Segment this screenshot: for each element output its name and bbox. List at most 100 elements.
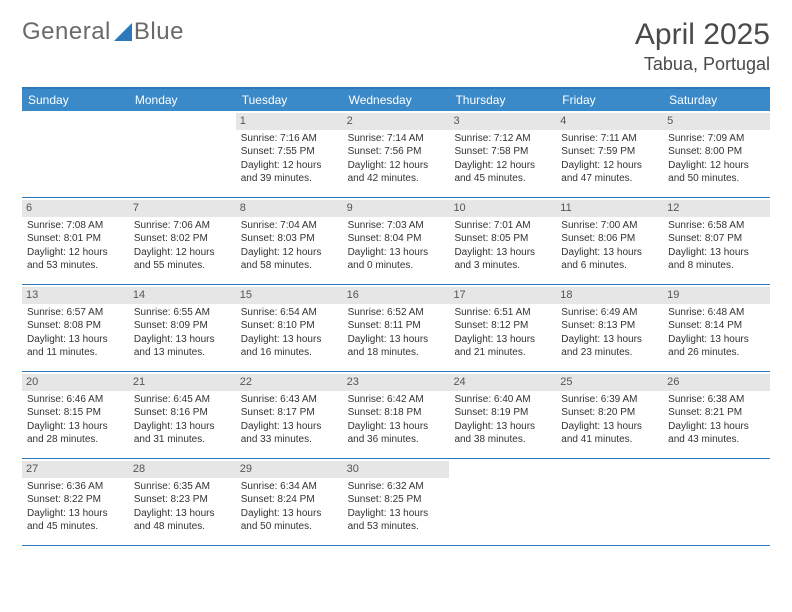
day-cell: 16Sunrise: 6:52 AMSunset: 8:11 PMDayligh… (343, 285, 450, 371)
sunset-text: Sunset: 8:03 PM (241, 232, 338, 246)
day-info: Sunrise: 7:08 AMSunset: 8:01 PMDaylight:… (26, 219, 125, 273)
sunrise-text: Sunrise: 6:40 AM (454, 393, 551, 407)
sunrise-text: Sunrise: 6:48 AM (668, 306, 765, 320)
day-cell (22, 111, 129, 197)
day-info: Sunrise: 6:38 AMSunset: 8:21 PMDaylight:… (667, 393, 766, 447)
day-info: Sunrise: 6:39 AMSunset: 8:20 PMDaylight:… (560, 393, 659, 447)
day-info: Sunrise: 7:14 AMSunset: 7:56 PMDaylight:… (347, 132, 446, 186)
sunrise-text: Sunrise: 7:11 AM (561, 132, 658, 146)
sunset-text: Sunset: 8:19 PM (454, 406, 551, 420)
sunset-text: Sunset: 7:56 PM (348, 145, 445, 159)
day-info: Sunrise: 6:54 AMSunset: 8:10 PMDaylight:… (240, 306, 339, 360)
brand-part2: Blue (134, 18, 184, 46)
day-number: 21 (129, 374, 236, 391)
daylight-text: Daylight: 13 hours and 23 minutes. (561, 333, 658, 360)
sunrise-text: Sunrise: 6:55 AM (134, 306, 231, 320)
day-number: 27 (22, 461, 129, 478)
day-info: Sunrise: 6:51 AMSunset: 8:12 PMDaylight:… (453, 306, 552, 360)
day-cell: 25 Sunrise: 6:39 AMSunset: 8:20 PMDayligh… (556, 372, 663, 458)
day-number: 26 (663, 374, 770, 391)
sunrise-text: Sunrise: 6:32 AM (348, 480, 445, 494)
sunset-text: Sunset: 8:11 PM (348, 319, 445, 333)
day-info: Sunrise: 6:52 AMSunset: 8:11 PMDaylight:… (347, 306, 446, 360)
week-row: 13Sunrise: 6:57 AMSunset: 8:08 PMDayligh… (22, 285, 770, 372)
sunset-text: Sunset: 8:10 PM (241, 319, 338, 333)
location: Tabua, Portugal (635, 54, 770, 75)
day-info: Sunrise: 6:49 AMSunset: 8:13 PMDaylight:… (560, 306, 659, 360)
daylight-text: Daylight: 13 hours and 11 minutes. (27, 333, 124, 360)
week-row: 6 Sunrise: 7:08 AMSunset: 8:01 PMDaylight… (22, 198, 770, 285)
sunrise-text: Sunrise: 6:42 AM (348, 393, 445, 407)
day-number: 30 (343, 461, 450, 478)
day-number: 11 (556, 200, 663, 217)
sunrise-text: Sunrise: 6:45 AM (134, 393, 231, 407)
weekday-header: Tuesday (236, 89, 343, 111)
daylight-text: Daylight: 13 hours and 0 minutes. (348, 246, 445, 273)
daylight-text: Daylight: 13 hours and 36 minutes. (348, 420, 445, 447)
day-info: Sunrise: 7:06 AMSunset: 8:02 PMDaylight:… (133, 219, 232, 273)
weekday-header: Thursday (449, 89, 556, 111)
day-cell: 6 Sunrise: 7:08 AMSunset: 8:01 PMDaylight… (22, 198, 129, 284)
sunset-text: Sunset: 8:12 PM (454, 319, 551, 333)
sunrise-text: Sunrise: 6:58 AM (668, 219, 765, 233)
day-number: 25 (556, 374, 663, 391)
sunset-text: Sunset: 8:02 PM (134, 232, 231, 246)
weekday-header: Wednesday (343, 89, 450, 111)
day-info: Sunrise: 6:32 AMSunset: 8:25 PMDaylight:… (347, 480, 446, 534)
day-cell: 3Sunrise: 7:12 AMSunset: 7:58 PMDaylight… (449, 111, 556, 197)
sunrise-text: Sunrise: 7:06 AM (134, 219, 231, 233)
day-cell (449, 459, 556, 545)
day-info: Sunrise: 7:12 AMSunset: 7:58 PMDaylight:… (453, 132, 552, 186)
sunrise-text: Sunrise: 6:54 AM (241, 306, 338, 320)
day-info: Sunrise: 6:48 AMSunset: 8:14 PMDaylight:… (667, 306, 766, 360)
day-cell: 21Sunrise: 6:45 AMSunset: 8:16 PMDayligh… (129, 372, 236, 458)
day-cell: 5Sunrise: 7:09 AMSunset: 8:00 PMDaylight… (663, 111, 770, 197)
day-info: Sunrise: 6:57 AMSunset: 8:08 PMDaylight:… (26, 306, 125, 360)
sunset-text: Sunset: 8:09 PM (134, 319, 231, 333)
daylight-text: Daylight: 13 hours and 41 minutes. (561, 420, 658, 447)
day-info: Sunrise: 6:35 AMSunset: 8:23 PMDaylight:… (133, 480, 232, 534)
sunset-text: Sunset: 8:24 PM (241, 493, 338, 507)
day-cell: 17Sunrise: 6:51 AMSunset: 8:12 PMDayligh… (449, 285, 556, 371)
day-number: 18 (556, 287, 663, 304)
sunrise-text: Sunrise: 7:14 AM (348, 132, 445, 146)
sunrise-text: Sunrise: 6:35 AM (134, 480, 231, 494)
daylight-text: Daylight: 12 hours and 50 minutes. (668, 159, 765, 186)
day-number: 2 (343, 113, 450, 130)
day-cell: 11 Sunrise: 7:00 AMSunset: 8:06 PMDayligh… (556, 198, 663, 284)
sunset-text: Sunset: 8:00 PM (668, 145, 765, 159)
day-number: 6 (22, 200, 129, 217)
sunset-text: Sunset: 8:01 PM (27, 232, 124, 246)
weekday-header: Saturday (663, 89, 770, 111)
sunset-text: Sunset: 8:23 PM (134, 493, 231, 507)
day-number: 12 (663, 200, 770, 217)
day-info: Sunrise: 7:16 AMSunset: 7:55 PMDaylight:… (240, 132, 339, 186)
daylight-text: Daylight: 13 hours and 26 minutes. (668, 333, 765, 360)
day-number: 1 (236, 113, 343, 130)
daylight-text: Daylight: 12 hours and 53 minutes. (27, 246, 124, 273)
day-cell: 2 Sunrise: 7:14 AMSunset: 7:56 PMDaylight… (343, 111, 450, 197)
day-info: Sunrise: 6:55 AMSunset: 8:09 PMDaylight:… (133, 306, 232, 360)
sunrise-text: Sunrise: 7:00 AM (561, 219, 658, 233)
day-cell: 13Sunrise: 6:57 AMSunset: 8:08 PMDayligh… (22, 285, 129, 371)
daylight-text: Daylight: 13 hours and 31 minutes. (134, 420, 231, 447)
day-cell: 19Sunrise: 6:48 AMSunset: 8:14 PMDayligh… (663, 285, 770, 371)
sunrise-text: Sunrise: 6:34 AM (241, 480, 338, 494)
month-year: April 2025 (635, 18, 770, 52)
day-number: 15 (236, 287, 343, 304)
day-cell: 20Sunrise: 6:46 AMSunset: 8:15 PMDayligh… (22, 372, 129, 458)
day-cell: 7Sunrise: 7:06 AMSunset: 8:02 PMDaylight… (129, 198, 236, 284)
day-cell: 4Sunrise: 7:11 AMSunset: 7:59 PMDaylight… (556, 111, 663, 197)
day-info: Sunrise: 7:03 AMSunset: 8:04 PMDaylight:… (347, 219, 446, 273)
sunset-text: Sunset: 7:55 PM (241, 145, 338, 159)
daylight-text: Daylight: 13 hours and 16 minutes. (241, 333, 338, 360)
day-number: 8 (236, 200, 343, 217)
sunrise-text: Sunrise: 7:09 AM (668, 132, 765, 146)
day-number: 20 (22, 374, 129, 391)
sunset-text: Sunset: 8:08 PM (27, 319, 124, 333)
daylight-text: Daylight: 13 hours and 50 minutes. (241, 507, 338, 534)
day-info: Sunrise: 7:00 AMSunset: 8:06 PMDaylight:… (560, 219, 659, 273)
day-number: 14 (129, 287, 236, 304)
day-cell: 8Sunrise: 7:04 AMSunset: 8:03 PMDaylight… (236, 198, 343, 284)
day-info: Sunrise: 6:42 AMSunset: 8:18 PMDaylight:… (347, 393, 446, 447)
